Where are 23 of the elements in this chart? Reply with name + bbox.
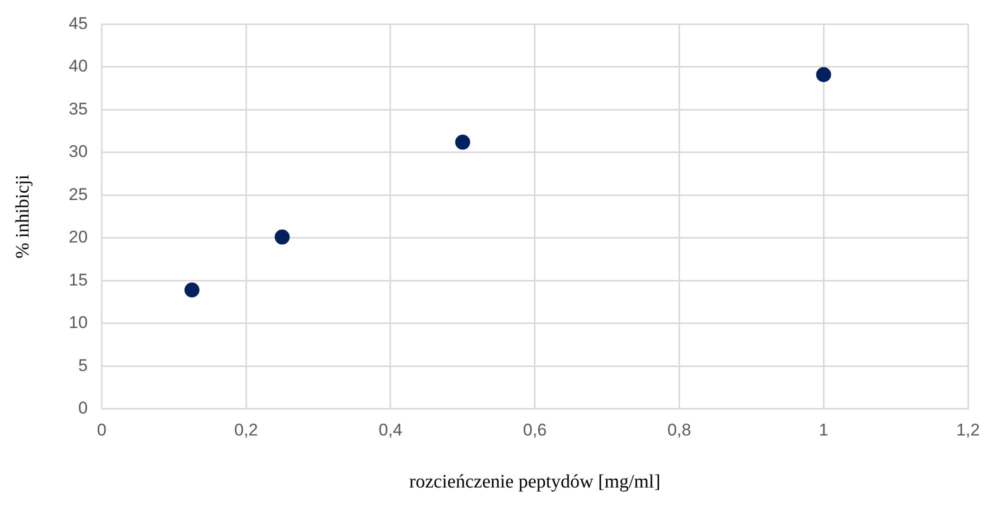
x-tick-label: 0: [96, 420, 106, 440]
y-axis-title: % inhibicji: [12, 174, 34, 258]
y-tick-label: 5: [78, 356, 88, 375]
point: [455, 134, 470, 150]
x-tick-label: 0,4: [378, 420, 402, 440]
y-tick-label: 45: [68, 14, 88, 33]
x-tick-label: 0,8: [667, 420, 692, 440]
y-tick-label: 35: [68, 99, 88, 118]
point: [184, 282, 200, 298]
x-tick-label: 1: [818, 420, 828, 440]
x-tick-label: 0,6: [523, 420, 547, 440]
x-tick-label: 0,2: [234, 420, 258, 440]
point: [274, 230, 290, 245]
y-tick-label: 15: [68, 270, 88, 290]
point: [816, 67, 832, 82]
y-tick-label: 0: [78, 398, 88, 418]
y-tick-label: 30: [68, 142, 88, 162]
y-tick-label: 20: [68, 228, 88, 247]
x-axis-title: rozcieńczenie peptydów [mg/ml]: [409, 472, 660, 493]
y-tick-label: 10: [68, 313, 88, 332]
y-tick-label: 25: [68, 184, 88, 204]
y-tick-label: 40: [68, 56, 88, 76]
x-tick-label: 1,2: [956, 420, 980, 440]
